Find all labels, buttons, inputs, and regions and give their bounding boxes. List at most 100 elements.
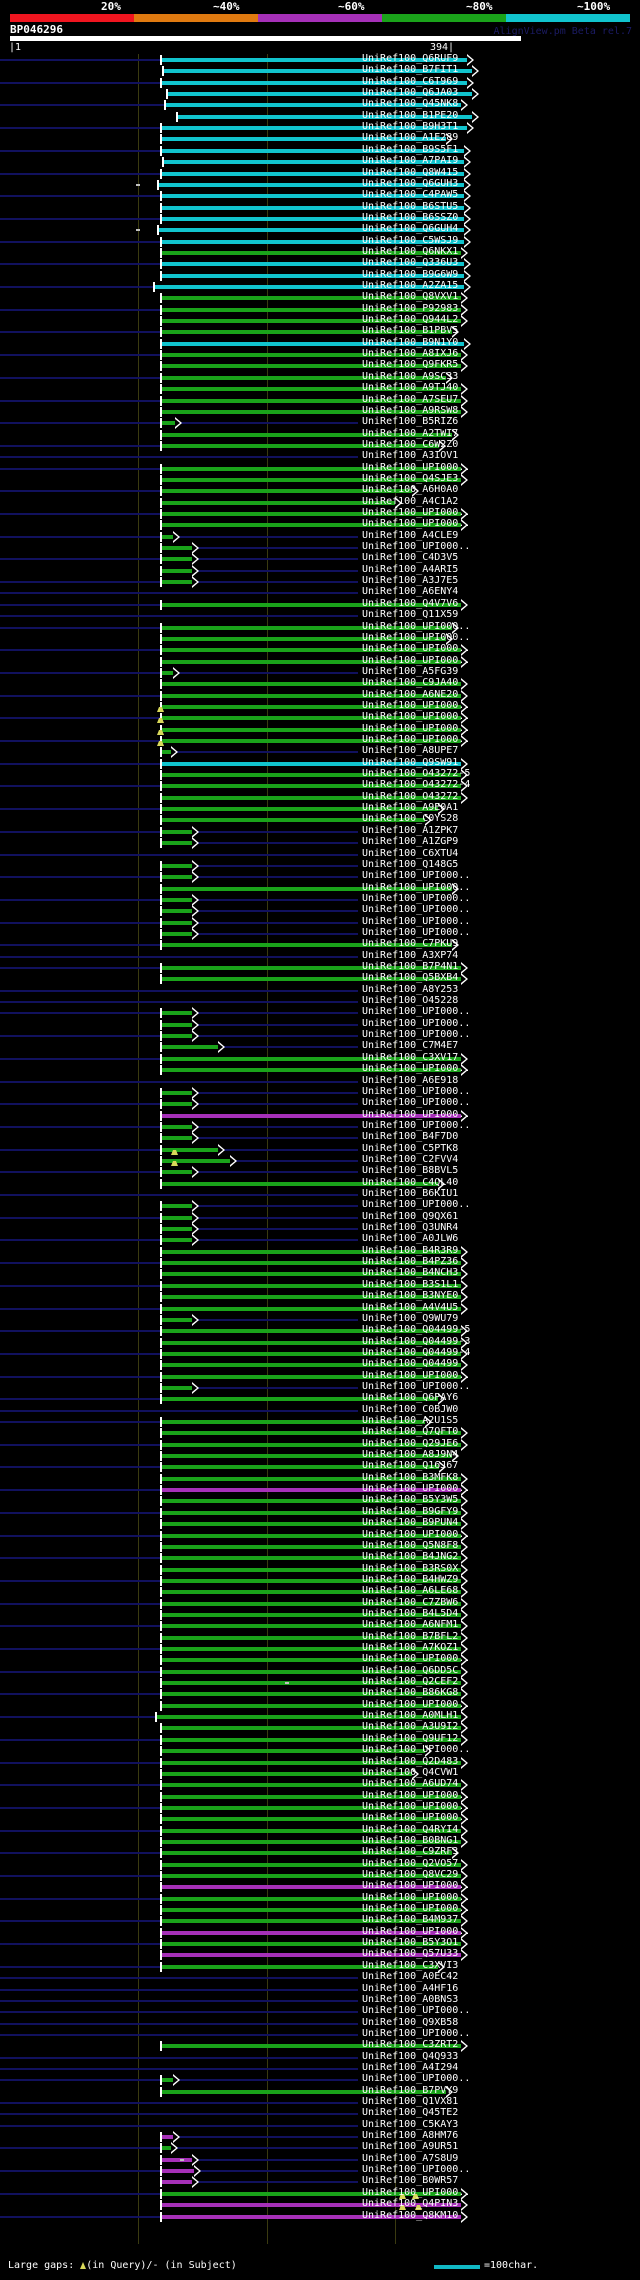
table-row[interactable]: UniRef100_B86KG8 [0, 1687, 640, 1700]
hsp-bar[interactable] [160, 308, 461, 312]
table-row[interactable]: UniRef100_UPI000.. [0, 916, 640, 929]
hit-label[interactable]: UniRef100_UPI000.. [362, 2005, 471, 2016]
hit-label[interactable]: UniRef100_B7FIT1 [362, 64, 459, 75]
hit-label[interactable]: UniRef100_A1ZGP9 [362, 836, 459, 847]
hsp-bar[interactable] [160, 262, 464, 266]
table-row[interactable]: UniRef100_A6ENY4 [0, 586, 640, 599]
table-row[interactable]: UniRef100_Q9FKR5 [0, 359, 640, 372]
hit-label[interactable]: UniRef100_Q4CVW1 [362, 1767, 459, 1778]
hit-label[interactable]: UniRef100_C4QL40 [362, 1177, 459, 1188]
table-row[interactable]: UniRef100_B8BVL5 [0, 1165, 640, 1178]
table-row[interactable]: UniRef100_UPI000.. [0, 2028, 640, 2041]
hit-label[interactable]: UniRef100_UPI000.. [362, 1529, 471, 1540]
table-row[interactable]: UniRef100_C7M4E7 [0, 1040, 640, 1053]
hit-label[interactable]: UniRef100_Q2D483 [362, 1756, 459, 1767]
table-row[interactable]: UniRef100_O45228 [0, 995, 640, 1008]
hit-label[interactable]: UniRef100_UPI000.. [362, 518, 471, 529]
table-row[interactable]: UniRef100_B4R3R9 [0, 1245, 640, 1258]
table-row[interactable]: UniRef100_B4HWZ9 [0, 1574, 640, 1587]
table-row[interactable]: UniRef100_Q4Q933 [0, 2051, 640, 2064]
table-row[interactable]: UniRef100_Q4RYI4 [0, 1824, 640, 1837]
hsp-bar[interactable] [157, 183, 464, 187]
hsp-bar[interactable] [160, 1261, 461, 1265]
hit-label[interactable]: UniRef100_A8UPE7 [362, 745, 459, 756]
table-row[interactable]: UniRef100_Q57U33 [0, 1948, 640, 1961]
hit-label[interactable]: UniRef100_UPI000.. [362, 1653, 471, 1664]
table-row[interactable]: UniRef100_B9G6W9 [0, 269, 640, 282]
table-row[interactable]: UniRef100_C3ZRT2 [0, 2039, 640, 2052]
hit-label[interactable]: UniRef100_C7PKU9 [362, 938, 459, 949]
hsp-bar[interactable] [160, 2135, 173, 2139]
hsp-bar[interactable] [155, 1715, 461, 1719]
hit-label[interactable]: UniRef100_C5KAY3 [362, 2119, 459, 2130]
table-row[interactable]: UniRef100_A3J7E5 [0, 575, 640, 588]
hit-label[interactable]: UniRef100_UPI000.. [362, 621, 471, 632]
hsp-bar[interactable] [160, 501, 395, 505]
hit-label[interactable]: UniRef100_B1PE20 [362, 110, 459, 121]
table-row[interactable]: UniRef100_A7SEU7 [0, 394, 640, 407]
table-row[interactable]: UniRef100_B4PZ36 [0, 1256, 640, 1269]
hsp-bar[interactable] [160, 1511, 461, 1515]
hsp-bar[interactable] [160, 1590, 461, 1594]
hit-label[interactable]: UniRef100_A6ENY4 [362, 586, 459, 597]
hit-label[interactable]: UniRef100_Q4PIN3 [362, 2198, 459, 2209]
hsp-bar[interactable] [160, 1363, 461, 1367]
hit-label[interactable]: UniRef100_Q11X59 [362, 609, 459, 620]
hsp-bar[interactable] [160, 830, 192, 834]
hit-label[interactable]: UniRef100_A8IXJ6 [362, 348, 459, 359]
table-row[interactable]: UniRef100_Q6GUH4 [0, 223, 640, 236]
table-row[interactable]: UniRef100_Q944L2 [0, 314, 640, 327]
hit-label[interactable]: UniRef100_C3XVI3 [362, 1960, 459, 1971]
table-row[interactable]: UniRef100_UPI000.. [0, 700, 640, 713]
hsp-bar[interactable] [162, 69, 472, 73]
hit-label[interactable]: UniRef100_Q336U3 [362, 257, 459, 268]
hit-label[interactable]: UniRef100_UPI000.. [362, 655, 471, 666]
hit-label[interactable]: UniRef100_B9G6W9 [362, 269, 459, 280]
table-row[interactable]: UniRef100_B6SSZ0 [0, 212, 640, 225]
table-row[interactable]: UniRef100_B5Y3W5 [0, 1494, 640, 1507]
hsp-bar[interactable] [160, 2215, 461, 2219]
table-row[interactable]: UniRef100_B7FIT1 [0, 64, 640, 77]
hsp-bar[interactable] [160, 1499, 461, 1503]
hit-label[interactable]: UniRef100_Q7QFT0 [362, 1426, 459, 1437]
hit-label[interactable]: UniRef100_UPI000.. [362, 1018, 471, 1029]
hit-label[interactable]: UniRef100_Q16J67 [362, 1460, 459, 1471]
hit-label[interactable]: UniRef100_B6KIU1 [362, 1188, 459, 1199]
hit-label[interactable]: UniRef100_Q4RYI4 [362, 1824, 459, 1835]
hsp-bar[interactable] [160, 1829, 461, 1833]
table-row[interactable]: UniRef100_A6E918 [0, 1075, 640, 1088]
hsp-bar[interactable] [160, 421, 175, 425]
table-row[interactable]: UniRef100_UPI000.. [0, 734, 640, 747]
table-row[interactable]: UniRef100_B3NYE0 [0, 1290, 640, 1303]
hit-label[interactable]: UniRef100_Q2VO57 [362, 1858, 459, 1869]
hit-label[interactable]: UniRef100_Q57U33 [362, 1948, 459, 1959]
table-row[interactable]: UniRef100_C4PAW5 [0, 189, 640, 202]
table-row[interactable]: UniRef100_A8J9N4 [0, 1449, 640, 1462]
table-row[interactable]: UniRef100_Q6GUH3 [0, 178, 640, 191]
hit-label[interactable]: UniRef100_C4D3V5 [362, 552, 459, 563]
table-row[interactable]: UniRef100_C7ZBW6 [0, 1597, 640, 1610]
hsp-bar[interactable] [160, 1136, 192, 1140]
hsp-bar[interactable] [160, 1953, 461, 1957]
table-row[interactable]: UniRef100_UPI000.. [0, 1199, 640, 1212]
table-row[interactable]: UniRef100_B6KIU1 [0, 1188, 640, 1201]
hsp-bar[interactable] [160, 1182, 438, 1186]
table-row[interactable]: UniRef100_Q45TE2 [0, 2107, 640, 2120]
hsp-bar[interactable] [160, 1431, 461, 1435]
hit-label[interactable]: UniRef100_Q9FKR5 [362, 359, 459, 370]
table-row[interactable]: UniRef100_UPI000.. [0, 893, 640, 906]
hit-label[interactable]: UniRef100_Q5BXB4 [362, 972, 459, 983]
hsp-bar[interactable] [160, 444, 439, 448]
table-row[interactable]: UniRef100_Q2CEF2 [0, 1676, 640, 1689]
hsp-bar[interactable] [160, 399, 461, 403]
hit-label[interactable]: UniRef100_UPI000.. [362, 916, 471, 927]
hsp-bar[interactable] [160, 750, 171, 754]
hit-label[interactable]: UniRef100_Q5N8F8 [362, 1540, 459, 1551]
table-row[interactable]: UniRef100_A0MLH1 [0, 1710, 640, 1723]
table-row[interactable]: UniRef100_C3XV17 [0, 1052, 640, 1065]
hit-label[interactable]: UniRef100_B7P4N1 [362, 961, 459, 972]
table-row[interactable]: UniRef100_B3MFK8 [0, 1472, 640, 1485]
hit-label[interactable]: UniRef100_Q6NKX1 [362, 246, 459, 257]
hsp-bar[interactable] [160, 1919, 461, 1923]
table-row[interactable]: UniRef100_Q4PIN3 [0, 2198, 640, 2211]
